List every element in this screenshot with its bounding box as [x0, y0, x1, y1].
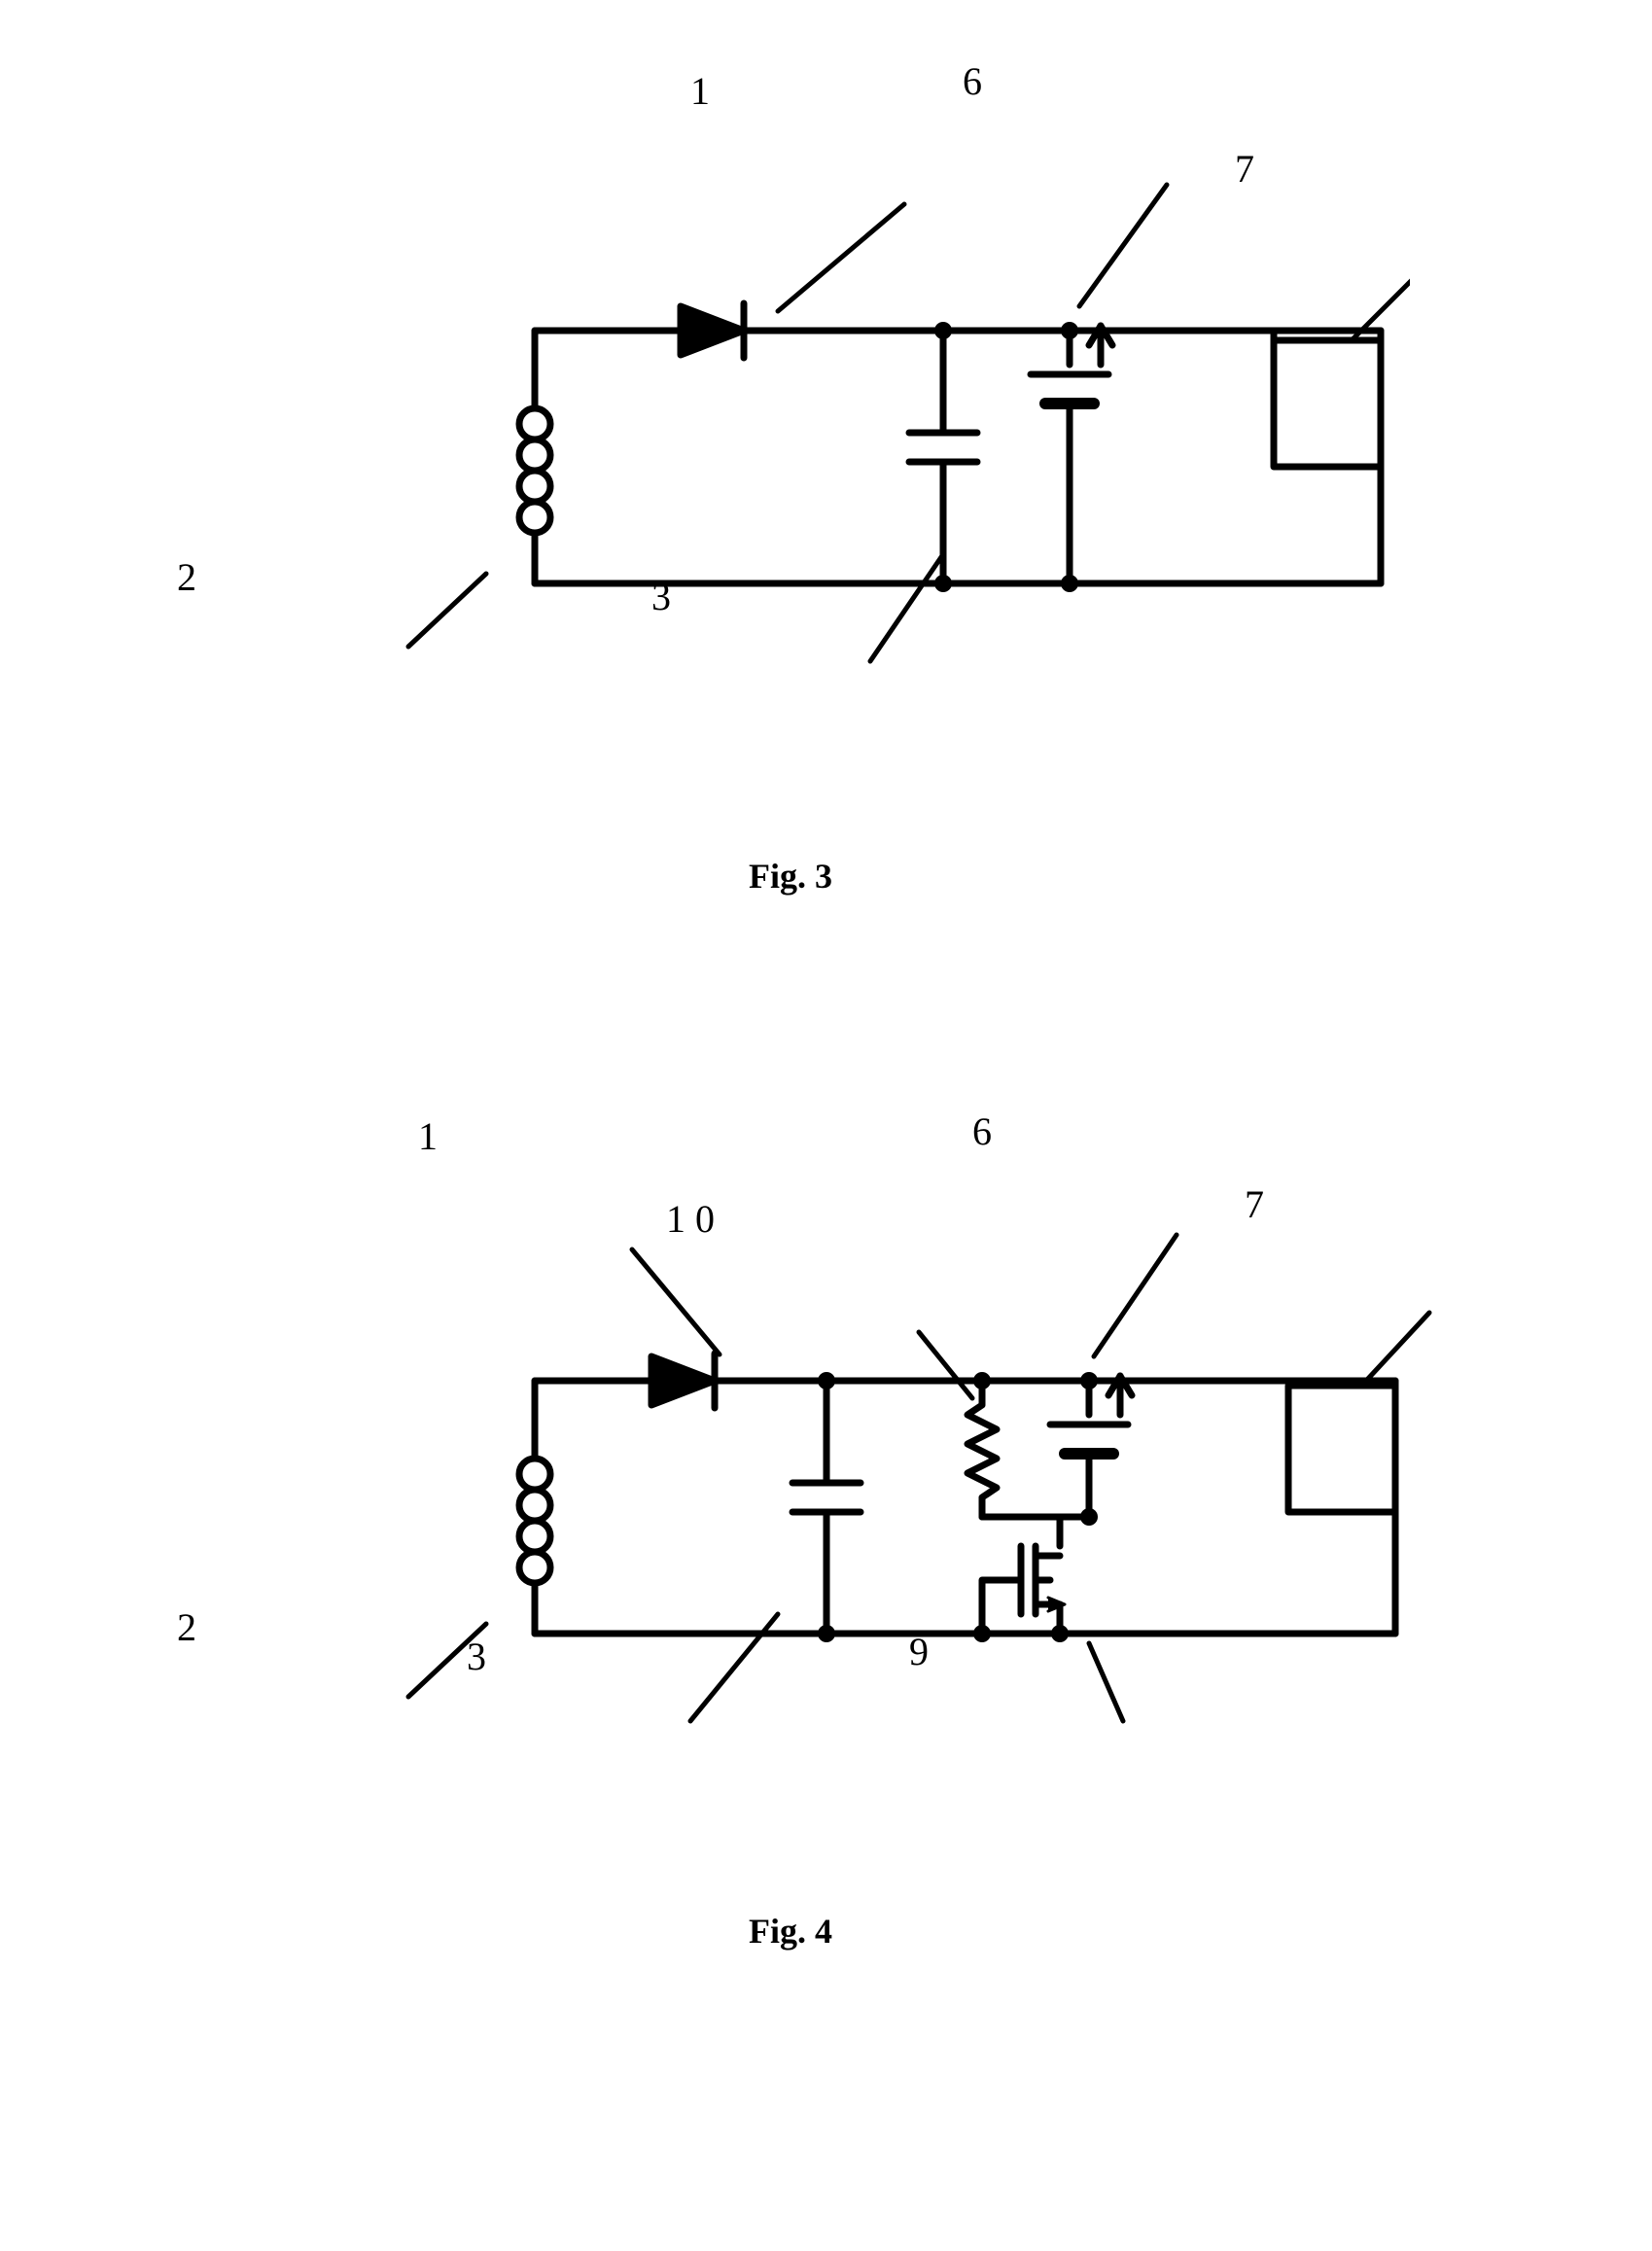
leader-1 [778, 204, 904, 311]
label-3: 3 [651, 574, 671, 619]
leader-10 [919, 1332, 972, 1398]
battery-icon [1050, 1376, 1132, 1517]
figure-4-caption: Fig. 4 [749, 1911, 832, 1952]
battery-icon [1031, 326, 1112, 583]
page: 1 2 3 6 7 Fig. 3 [0, 0, 1652, 2251]
load-box-icon [1274, 340, 1381, 467]
figure-3-caption: Fig. 3 [749, 856, 832, 897]
leader-2 [408, 574, 486, 647]
leader-9 [1089, 1643, 1123, 1721]
diode-icon [651, 1354, 715, 1408]
figure-3-diagram [340, 117, 1410, 797]
leader-6 [1079, 185, 1167, 306]
diode-icon [681, 303, 744, 358]
leader-1 [632, 1249, 720, 1354]
label-10-f4: 1 0 [666, 1196, 715, 1242]
figure-4-diagram [340, 1167, 1459, 1867]
transistor-icon [982, 1517, 1065, 1634]
label-7: 7 [1235, 146, 1254, 192]
label-1-f4: 1 [418, 1113, 438, 1159]
label-7-f4: 7 [1245, 1181, 1264, 1227]
capacitor-icon [792, 1381, 861, 1634]
label-3-f4: 3 [467, 1634, 486, 1679]
label-2-f4: 2 [177, 1604, 196, 1650]
capacitor-icon [909, 331, 977, 583]
leader-3 [870, 554, 943, 661]
label-2: 2 [177, 554, 196, 600]
resistor-icon [967, 1381, 997, 1517]
label-6-f4: 6 [972, 1108, 992, 1154]
inductor-icon [519, 1459, 550, 1583]
leader-7 [1366, 1313, 1429, 1381]
leader-6 [1094, 1235, 1177, 1356]
load-box-icon [1288, 1386, 1395, 1512]
label-1: 1 [690, 68, 710, 114]
inductor-icon [519, 408, 550, 533]
label-6: 6 [963, 58, 982, 104]
label-9-f4: 9 [909, 1629, 929, 1674]
